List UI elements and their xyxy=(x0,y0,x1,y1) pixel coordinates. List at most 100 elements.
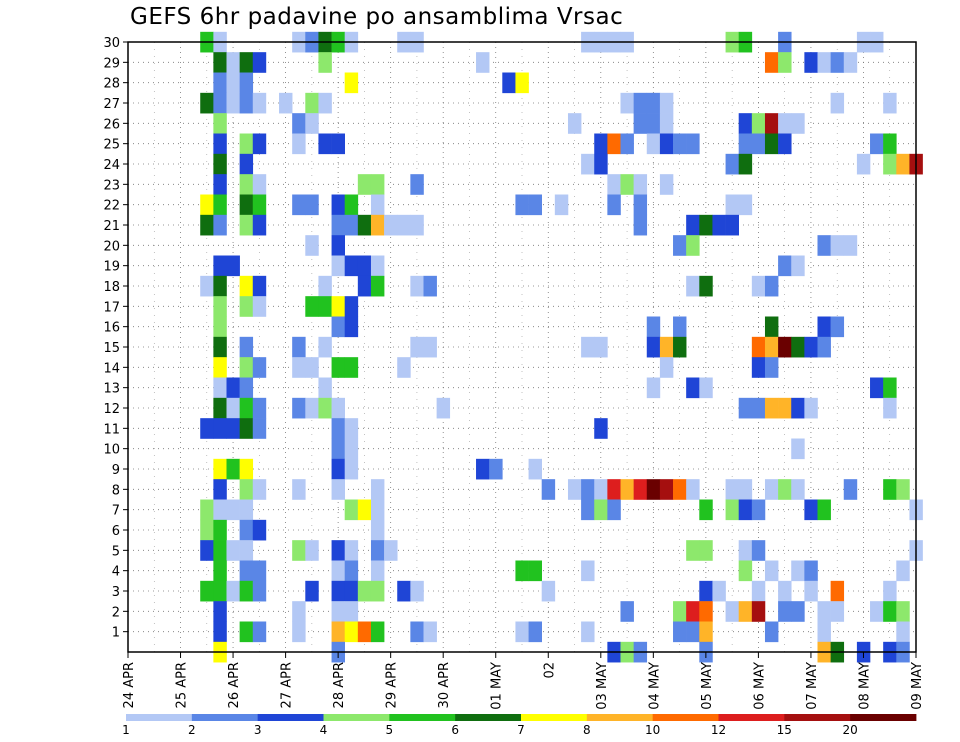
y-tick-label: 29 xyxy=(103,56,120,71)
heatmap-cell xyxy=(292,357,306,378)
heatmap-cell xyxy=(791,397,805,419)
x-axis: 24 APR 25 APR 26 APR 27 APR 28 APR 29 APR 30 A… xyxy=(122,652,925,710)
chart-title: GEFS 6hr padavine po ansamblima Vrsac xyxy=(130,4,624,30)
heatmap-cell xyxy=(738,113,753,134)
heatmap-cell xyxy=(331,357,345,378)
x-tick-label: 04 MAY xyxy=(647,662,662,710)
heatmap-cell xyxy=(357,214,372,236)
y-tick-label: 27 xyxy=(103,97,120,112)
heatmap-cell xyxy=(856,153,871,175)
heatmap-cell xyxy=(738,601,753,622)
heatmap-cell xyxy=(581,336,595,358)
colorbar-label: 6 xyxy=(451,723,459,737)
heatmap-cell xyxy=(213,580,227,602)
heatmap-cell xyxy=(331,235,345,256)
heatmap-cell xyxy=(331,580,345,602)
heatmap-cell xyxy=(883,92,897,114)
y-tick-label: 4 xyxy=(112,565,120,580)
heatmap-cell xyxy=(515,621,529,643)
heatmap-cell xyxy=(226,52,240,73)
heatmap-cell xyxy=(344,560,359,582)
heatmap-cell xyxy=(252,397,267,419)
heatmap-cell xyxy=(305,113,319,134)
heatmap-cell xyxy=(423,275,437,297)
y-tick-label: 5 xyxy=(112,544,120,559)
heatmap-cell xyxy=(239,458,254,480)
heatmap-cell xyxy=(436,397,451,419)
heatmap-cell xyxy=(370,479,385,500)
heatmap-cell xyxy=(200,540,214,561)
colorbar-legend: 1 2 3 4 5 6 7 8 10 12 15 20 xyxy=(122,714,917,737)
y-tick-label: 23 xyxy=(103,178,120,193)
heatmap-cell xyxy=(213,397,227,419)
heatmap-cell xyxy=(738,153,753,175)
colorbar-label: 7 xyxy=(517,723,525,737)
heatmap-cell xyxy=(751,336,766,358)
heatmap-cell xyxy=(686,479,700,500)
colorbar-label: 3 xyxy=(254,723,262,737)
heatmap-cell xyxy=(633,113,648,134)
heatmap-cell xyxy=(764,479,779,500)
heatmap-cell xyxy=(659,92,674,114)
heatmap-cell xyxy=(331,133,345,155)
y-tick-label: 1 xyxy=(112,626,120,641)
heatmap-cell xyxy=(699,540,713,561)
heatmap-cell xyxy=(581,153,595,175)
y-tick-label: 17 xyxy=(103,300,120,315)
heatmap-cell xyxy=(226,418,240,439)
heatmap-cell xyxy=(883,580,897,602)
heatmap-cell xyxy=(213,316,227,338)
heatmap-cell xyxy=(751,397,766,419)
heatmap-cell xyxy=(843,479,858,500)
heatmap-cell xyxy=(633,92,648,114)
x-tick-label: 02 xyxy=(542,662,557,679)
heatmap-cell xyxy=(239,275,254,297)
heatmap-cell xyxy=(252,479,267,500)
y-tick-label: 18 xyxy=(103,280,120,295)
heatmap-cell xyxy=(883,397,897,419)
heatmap-cell xyxy=(305,235,319,256)
heatmap-cell xyxy=(751,357,766,378)
heatmap-cell xyxy=(344,72,359,94)
heatmap-cell xyxy=(384,540,398,561)
colorbar-swatch xyxy=(389,714,456,721)
x-tick-label: 27 APR xyxy=(280,662,295,708)
heatmap-cell xyxy=(541,479,556,500)
heatmap-cell xyxy=(778,113,792,134)
heatmap-cell xyxy=(292,336,306,358)
heatmap-cell xyxy=(226,397,240,419)
heatmap-cell xyxy=(305,397,319,419)
heatmap-cell xyxy=(778,397,792,419)
x-tick-label: 06 MAY xyxy=(752,662,767,710)
heatmap-cell xyxy=(279,92,293,114)
y-tick-label: 20 xyxy=(103,239,120,254)
heatmap-cell xyxy=(318,275,332,297)
heatmap-cell xyxy=(397,580,411,602)
heatmap-cell xyxy=(252,560,267,582)
heatmap-cell xyxy=(830,52,845,73)
y-tick-label: 28 xyxy=(103,77,120,92)
heatmap-cell xyxy=(699,214,713,236)
x-tick-label: 28 APR xyxy=(332,662,347,708)
heatmap-cell xyxy=(344,601,359,622)
heatmap-cell xyxy=(200,92,214,114)
heatmap-cell xyxy=(239,153,254,175)
y-tick-label: 7 xyxy=(112,504,120,519)
heatmap-cell xyxy=(252,580,267,602)
heatmap-cell xyxy=(370,194,385,216)
heatmap-cell xyxy=(370,214,385,236)
heatmap-cell xyxy=(213,296,227,317)
heatmap-cell xyxy=(410,580,424,602)
heatmap-cell xyxy=(252,214,267,236)
heatmap-cell xyxy=(817,336,831,358)
heatmap-cell xyxy=(659,174,674,195)
heatmap-cell xyxy=(725,214,739,236)
heatmap-cell xyxy=(620,92,634,114)
heatmap-cell xyxy=(331,560,345,582)
heatmap-cell xyxy=(239,72,254,94)
x-tick-label: 08 MAY xyxy=(858,662,873,710)
heatmap-cell xyxy=(344,357,359,378)
heatmap-cell xyxy=(213,479,227,500)
heatmap-cell xyxy=(764,275,779,297)
heatmap-cell xyxy=(357,174,372,195)
